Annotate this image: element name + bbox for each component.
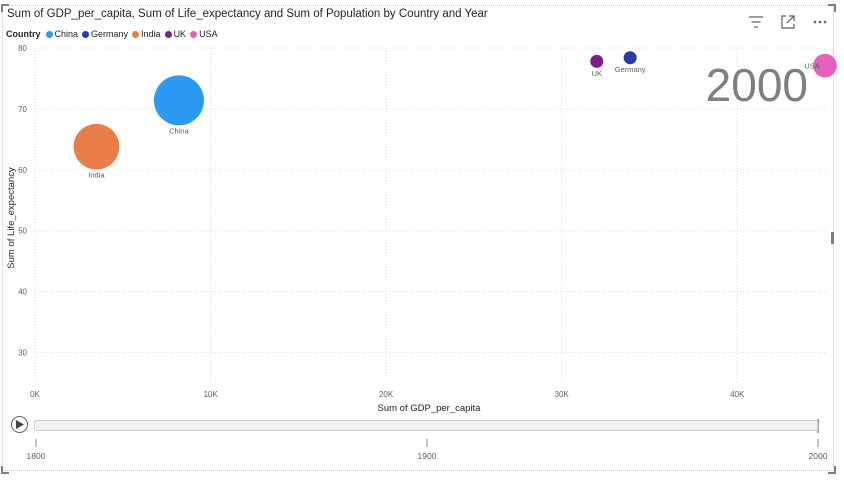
- data-label-india: India: [88, 171, 105, 180]
- x-axis-ticks: 0K 10K 20K 30K 40K: [30, 390, 745, 399]
- legend-item-india[interactable]: India: [132, 29, 161, 39]
- legend-marker: [132, 30, 140, 38]
- y-tick-label: 30: [18, 349, 27, 358]
- data-label-uk: UK: [592, 69, 602, 78]
- x-tick-label: 0K: [30, 390, 40, 399]
- data-label-china: China: [169, 126, 189, 135]
- legend-item-germany[interactable]: Germany: [82, 29, 128, 39]
- play-axis-current-year: 2000: [706, 59, 808, 111]
- y-tick-label: 70: [18, 105, 27, 114]
- more-options-icon[interactable]: [811, 13, 829, 31]
- data-label-germany: Germany: [615, 65, 646, 74]
- play-axis-timeline: 1800 1900 2000: [27, 419, 828, 461]
- play-button[interactable]: [11, 416, 28, 433]
- data-points: China India UK Germany USA: [73, 51, 837, 180]
- legend-marker: [190, 30, 198, 38]
- timeline-tick-label: 2000: [809, 451, 828, 461]
- gridlines: [34, 47, 825, 383]
- legend-label: Germany: [91, 29, 129, 39]
- y-tick-label: 40: [18, 288, 27, 297]
- x-tick-label: 30K: [555, 390, 570, 399]
- data-point-uk[interactable]: [590, 54, 604, 68]
- legend-item-uk[interactable]: UK: [164, 29, 187, 39]
- resize-handle-right[interactable]: [831, 232, 834, 244]
- y-tick-label: 60: [18, 166, 27, 175]
- x-tick-label: 10K: [203, 390, 218, 399]
- y-axis-ticks: 30 40 50 60 70 80: [18, 44, 27, 358]
- play-icon: [16, 420, 24, 429]
- timeline-tick-label: 1800: [27, 451, 46, 461]
- data-point-china[interactable]: [153, 75, 204, 126]
- timeline-tick-label: 1900: [418, 451, 437, 461]
- x-tick-label: 40K: [730, 390, 745, 399]
- data-point-germany[interactable]: [623, 51, 637, 65]
- legend-marker: [45, 30, 53, 38]
- resize-handle-bottom-right[interactable]: [828, 466, 836, 474]
- resize-handle-bottom-left[interactable]: [1, 466, 9, 474]
- legend-marker: [164, 30, 172, 38]
- legend-label: India: [141, 29, 161, 39]
- data-point-india[interactable]: [73, 123, 120, 170]
- legend-label: USA: [199, 29, 218, 39]
- x-tick-label: 20K: [379, 390, 394, 399]
- play-axis-slider[interactable]: [34, 420, 818, 431]
- legend-title: Country: [6, 29, 41, 39]
- filter-icon[interactable]: [747, 13, 765, 31]
- y-tick-label: 80: [18, 44, 27, 53]
- visual-title: Sum of GDP_per_capita, Sum of Life_expec…: [7, 8, 488, 20]
- x-axis-title: Sum of GDP_per_capita: [378, 403, 482, 414]
- legend-marker: [82, 30, 90, 38]
- y-tick-label: 50: [18, 227, 27, 236]
- legend: Country China Germany India UK USA: [6, 29, 222, 39]
- y-axis-title: Sum of Life_expectancy: [6, 167, 17, 269]
- focus-mode-icon[interactable]: [779, 13, 797, 31]
- resize-handle-top-left[interactable]: [1, 4, 9, 12]
- legend-item-usa[interactable]: USA: [190, 29, 218, 39]
- resize-handle-top-right[interactable]: [828, 4, 836, 12]
- legend-item-china[interactable]: China: [45, 29, 79, 39]
- legend-label: UK: [173, 29, 187, 39]
- data-label-usa: USA: [804, 62, 819, 71]
- legend-label: China: [54, 29, 79, 39]
- data-point-usa[interactable]: [813, 53, 837, 78]
